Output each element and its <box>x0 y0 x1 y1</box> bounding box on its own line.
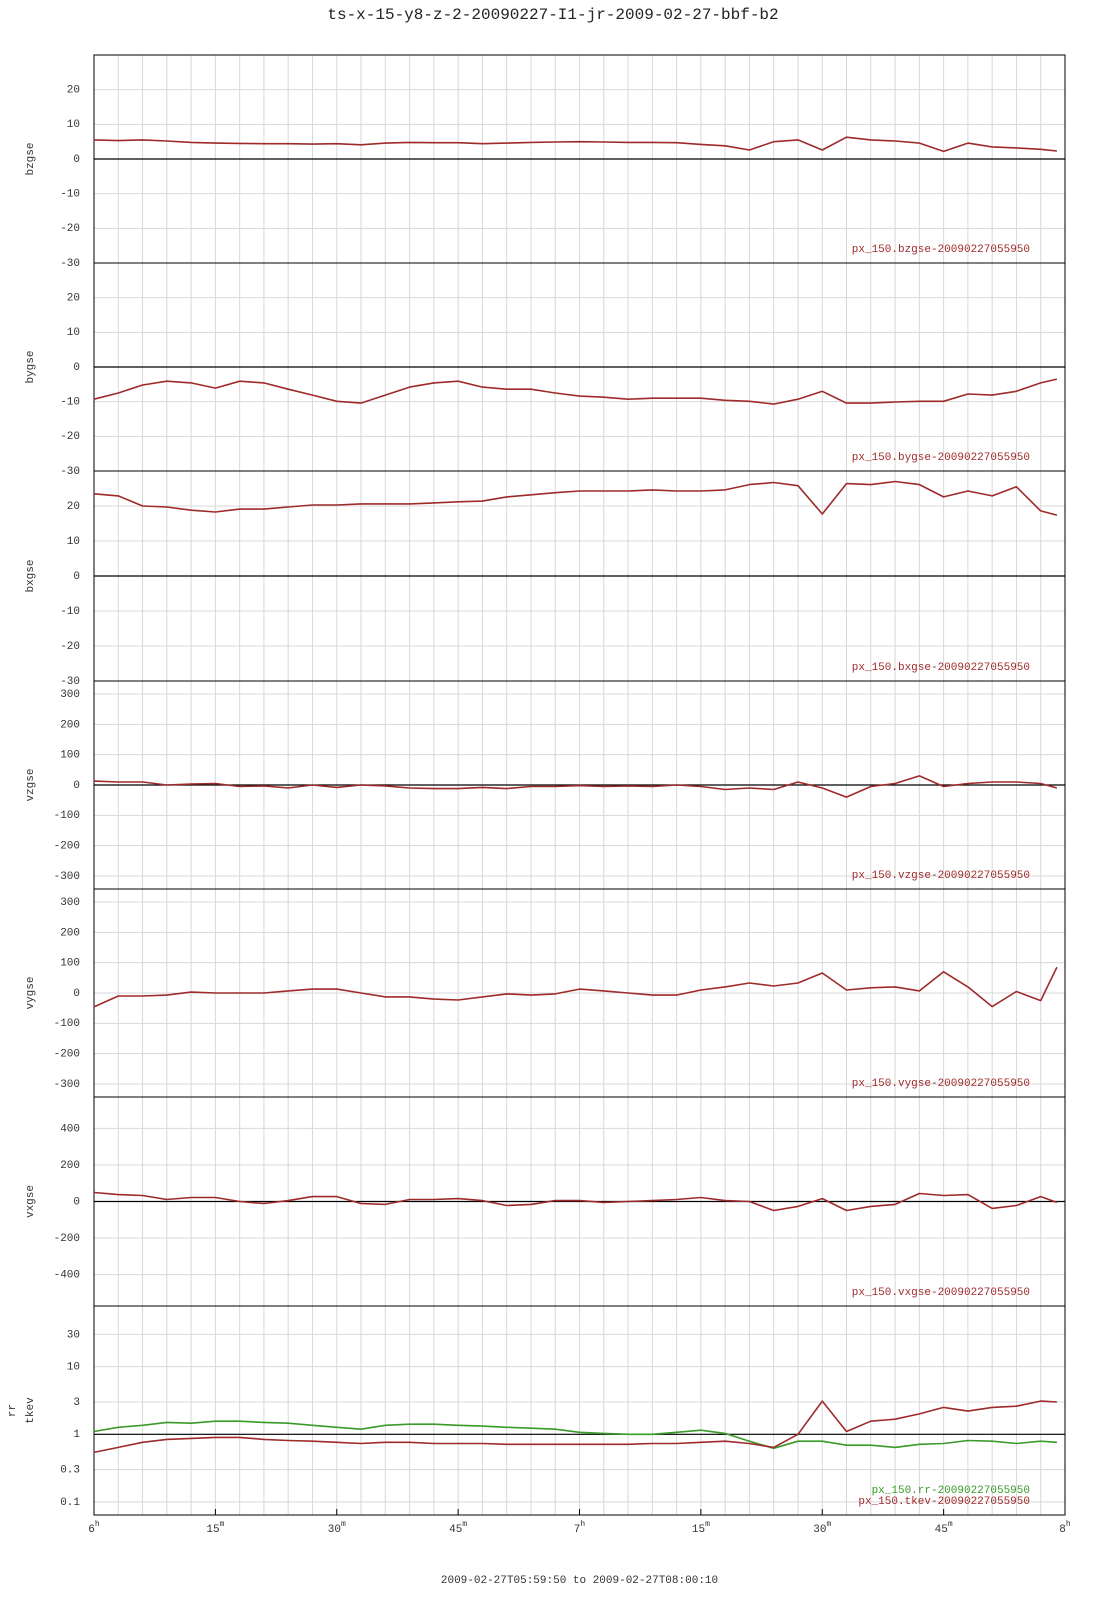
y-tick-label: 300 <box>60 689 80 701</box>
y-tick-label: 10 <box>67 119 80 131</box>
y-tick-label: 10 <box>67 536 80 548</box>
y-axis-label: tkev <box>25 1397 37 1424</box>
legend-entry: px_150.bygse-20090227055950 <box>852 452 1030 464</box>
y-tick-label: 10 <box>67 327 80 339</box>
y-tick-label: 200 <box>60 927 80 939</box>
legend-entry: px_150.rr-20090227055950 <box>872 1485 1030 1497</box>
y-tick-label: -10 <box>60 397 80 409</box>
y-tick-label: 0 <box>73 362 80 374</box>
y-tick-label: 0 <box>73 571 80 583</box>
y-tick-label: 0 <box>73 988 80 1000</box>
y-tick-label: 100 <box>60 750 80 762</box>
y-tick-label: 400 <box>60 1123 80 1135</box>
y-tick-label: -20 <box>60 641 80 653</box>
y-tick-label: 20 <box>67 85 80 97</box>
x-tick-label: 45m <box>935 1520 953 1536</box>
y-tick-label: -200 <box>54 841 80 853</box>
data-line <box>93 1191 1058 1212</box>
x-tick-label: 7h <box>574 1520 586 1536</box>
x-tick-label: 45m <box>449 1520 467 1536</box>
y-tick-label: 0.3 <box>60 1465 80 1477</box>
y-axis-label: vygse <box>25 976 37 1009</box>
y-tick-label: -100 <box>54 810 80 822</box>
y-tick-label: -20 <box>60 431 80 443</box>
y-tick-label: 0 <box>73 780 80 792</box>
data-line <box>93 1400 1057 1454</box>
data-line <box>93 966 1058 1008</box>
y-tick-label: 200 <box>60 719 80 731</box>
x-axis-label: 2009-02-27T05:59:50 to 2009-02-27T08:00:… <box>441 1575 718 1587</box>
y-tick-label: 3 <box>73 1397 80 1409</box>
y-tick-label: -30 <box>60 676 80 688</box>
x-tick-label: 15m <box>206 1520 224 1536</box>
y-tick-label: 100 <box>60 958 80 970</box>
y-tick-label: 0 <box>73 154 80 166</box>
y-tick-label: -30 <box>60 466 80 478</box>
y-axis-label: bzgse <box>25 142 37 175</box>
y-axis-label: bygse <box>25 350 37 383</box>
y-tick-label: 30 <box>67 1329 80 1341</box>
legend-entry: px_150.vygse-20090227055950 <box>852 1078 1030 1090</box>
y-tick-label: -10 <box>60 189 80 201</box>
y-tick-label: 200 <box>60 1160 80 1172</box>
y-tick-label: 300 <box>60 897 80 909</box>
y-axis-label: rr <box>7 1404 19 1417</box>
legend-entry: px_150.vxgse-20090227055950 <box>852 1287 1030 1299</box>
y-tick-label: -30 <box>60 258 80 270</box>
legend-entry: px_150.tkev-20090227055950 <box>858 1496 1030 1508</box>
data-line <box>93 378 1058 405</box>
data-line <box>93 1420 1057 1450</box>
data-line <box>93 480 1058 516</box>
x-tick-label: 30m <box>328 1520 346 1536</box>
data-line <box>93 136 1057 153</box>
chart-title: ts-x-15-y8-z-2-20090227-I1-jr-2009-02-27… <box>327 6 778 24</box>
y-tick-label: -20 <box>60 223 80 235</box>
y-tick-label: 0 <box>73 1196 80 1208</box>
x-tick-label: 8h <box>1059 1520 1071 1536</box>
y-tick-label: -300 <box>54 1079 80 1091</box>
y-tick-label: 20 <box>67 293 80 305</box>
y-tick-label: 1 <box>73 1429 80 1441</box>
legend-entry: px_150.bzgse-20090227055950 <box>852 244 1030 256</box>
x-tick-label: 30m <box>813 1520 831 1536</box>
x-tick-label: 6h <box>88 1520 100 1536</box>
y-tick-label: -100 <box>54 1018 80 1030</box>
y-axis-label: bxgse <box>25 559 37 592</box>
y-tick-label: 20 <box>67 501 80 513</box>
y-tick-label: -200 <box>54 1233 80 1245</box>
y-tick-label: -400 <box>54 1269 80 1281</box>
legend-entry: px_150.vzgse-20090227055950 <box>852 870 1030 882</box>
x-tick-label: 15m <box>692 1520 710 1536</box>
y-axis-label: vzgse <box>25 768 37 801</box>
y-tick-label: 0.1 <box>60 1497 80 1509</box>
y-tick-label: -300 <box>54 871 80 883</box>
data-line <box>93 775 1058 798</box>
y-tick-label: -200 <box>54 1049 80 1061</box>
legend-entry: px_150.bxgse-20090227055950 <box>852 662 1030 674</box>
y-tick-label: 10 <box>67 1362 80 1374</box>
y-axis-label: vxgse <box>25 1185 37 1218</box>
y-tick-label: -10 <box>60 606 80 618</box>
